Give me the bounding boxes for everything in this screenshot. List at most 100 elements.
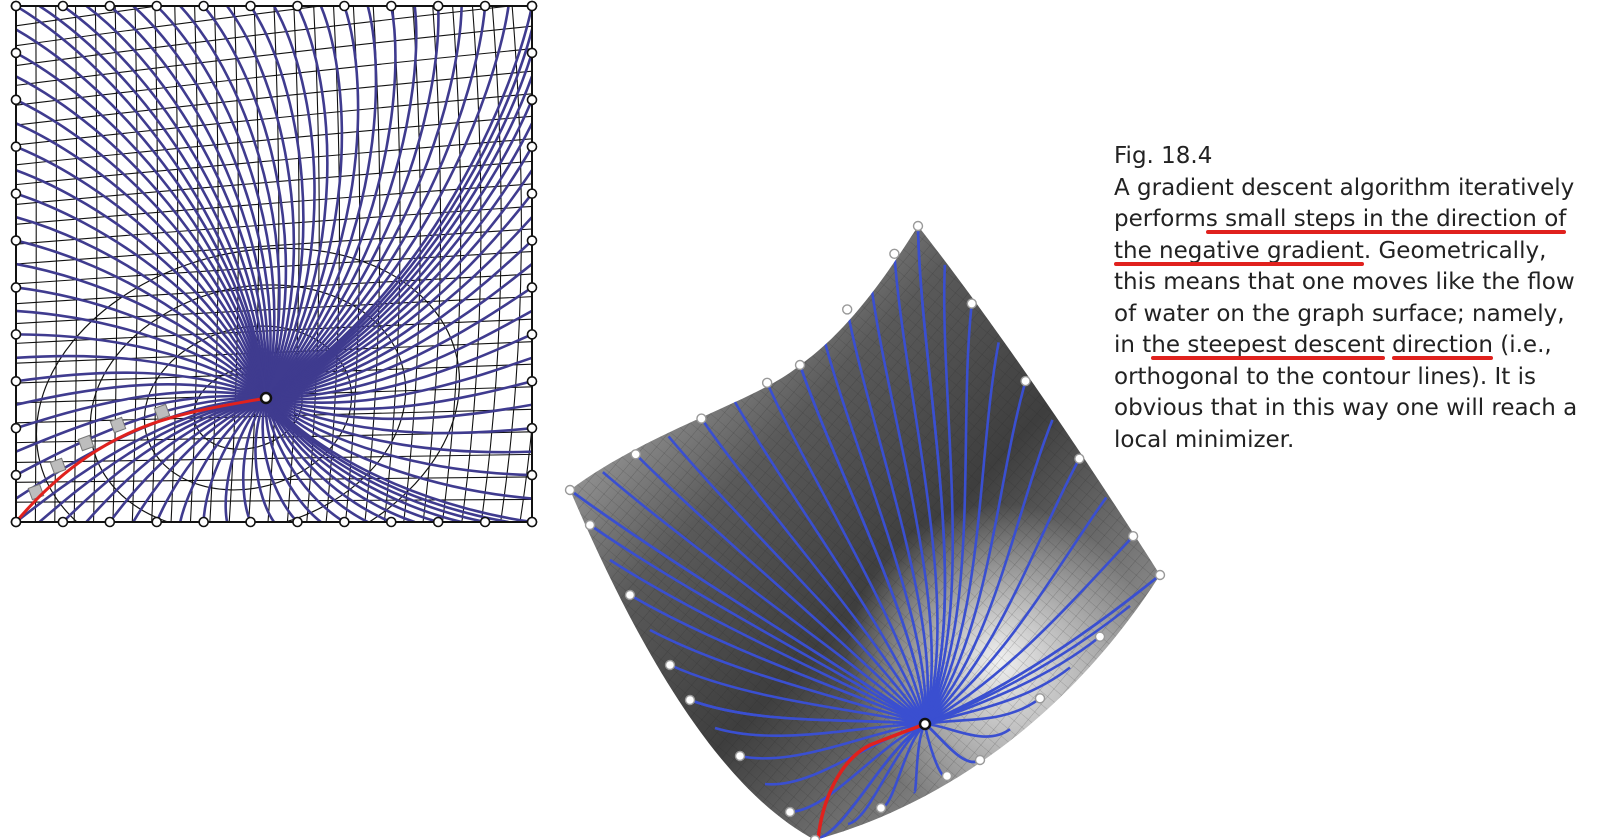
boundary-node [339, 516, 350, 528]
3d-boundary-node [684, 694, 696, 706]
flow-line [265, 75, 532, 400]
flow-line [108, 396, 267, 522]
boundary-node [432, 516, 444, 528]
flow-line [224, 397, 267, 522]
descent-step-marker [49, 457, 67, 475]
flow-line [265, 52, 532, 400]
boundary-node [526, 282, 538, 293]
flow-line [108, 6, 270, 399]
3d-flow-line [924, 496, 1108, 726]
boundary-node [526, 329, 538, 340]
3d-flow-line [667, 435, 927, 725]
3d-flow-line [649, 628, 926, 726]
flow-line [16, 28, 268, 399]
3d-flow-line [923, 264, 955, 725]
boundary-node [10, 282, 22, 293]
flow-line [265, 192, 532, 400]
flow-line [261, 397, 299, 522]
flow-line [265, 29, 532, 400]
3d-flow-line [739, 722, 926, 760]
flow-line [132, 6, 272, 399]
flow-line [16, 262, 268, 399]
boundary-node [10, 469, 22, 481]
flow-line [16, 98, 268, 399]
flow-line [264, 6, 329, 399]
3d-flow-line [798, 364, 927, 725]
flow-line [16, 168, 268, 399]
caption-highlight: direction [1392, 332, 1493, 358]
3d-boundary-node [875, 802, 887, 814]
3d-boundary-node [1034, 693, 1046, 704]
3d-flow-line [629, 593, 926, 726]
flow-line [85, 396, 267, 522]
3d-flow-line [814, 722, 926, 840]
boundary-node [292, 516, 303, 528]
flow-line [62, 396, 267, 522]
2d-frame [15, 5, 533, 523]
boundary-node [526, 0, 538, 12]
3d-minimizer-point [918, 717, 932, 731]
flow-line [265, 397, 509, 522]
grid-line-h [16, 70, 532, 126]
boundary-node [10, 141, 22, 153]
flow-line [265, 6, 510, 400]
3d-boundary-node [974, 754, 986, 766]
grid-line-h [16, 476, 532, 483]
flow-line [178, 396, 267, 522]
3d-flow-line [669, 663, 926, 726]
boundary-node [526, 375, 538, 387]
grid-line-v [306, 6, 320, 522]
flow-line [265, 146, 532, 400]
figure-label: Fig. 18.4 [1114, 143, 1213, 169]
flow-line [265, 356, 532, 405]
grid-line-h [16, 498, 532, 503]
3d-boundary-nodes [564, 220, 1166, 840]
boundary-node [526, 141, 538, 153]
grid-line-h [16, 6, 516, 67]
flow-line [241, 397, 268, 522]
boundary-node [10, 235, 22, 246]
boundary-node [10, 329, 22, 340]
flow-line [265, 99, 532, 400]
flow-line [265, 6, 463, 400]
3d-boundary-node [1094, 631, 1106, 642]
caption-segment: A gradient descent algorithm iteratively… [1114, 174, 1575, 233]
boundary-node [245, 0, 256, 12]
flow-line [265, 6, 397, 399]
flow-line [132, 396, 267, 522]
flow-line [265, 216, 532, 400]
flow-line [265, 6, 418, 399]
3d-flow-line [765, 382, 927, 725]
boundary-node [432, 0, 444, 12]
3d-boundary-node [761, 377, 773, 389]
3d-flow-line [602, 471, 926, 725]
boundary-node [104, 516, 116, 528]
flow-line [179, 6, 281, 399]
3d-flow-line [714, 722, 926, 737]
gradient-flow-2d-panel [10, 0, 538, 528]
flow-line [16, 192, 268, 399]
flow-line [202, 6, 288, 399]
grid-line-v [170, 6, 179, 522]
3d-boundary-node [696, 413, 707, 424]
boundary-node [245, 516, 256, 528]
boundary-node [526, 469, 538, 481]
caption-segment: (i.e., orthogonal to the contour lines).… [1114, 332, 1578, 453]
grid-line-v [248, 6, 260, 522]
flow-line [265, 396, 532, 421]
flow-line [38, 6, 268, 399]
flow-line [16, 286, 267, 399]
3d-boundary-node [842, 304, 853, 315]
3d-boundary-node [941, 770, 953, 782]
flow-line [264, 397, 439, 522]
grid-line-v [112, 6, 118, 522]
3d-flow-line [869, 281, 934, 725]
3d-flow-line [634, 453, 926, 725]
3d-boundary-node [734, 750, 746, 762]
3d-boundary-node [1127, 531, 1139, 542]
3d-flow-line [845, 309, 930, 725]
flow-line [265, 6, 440, 399]
grid-line-v [422, 6, 442, 522]
flow-line [16, 75, 268, 399]
